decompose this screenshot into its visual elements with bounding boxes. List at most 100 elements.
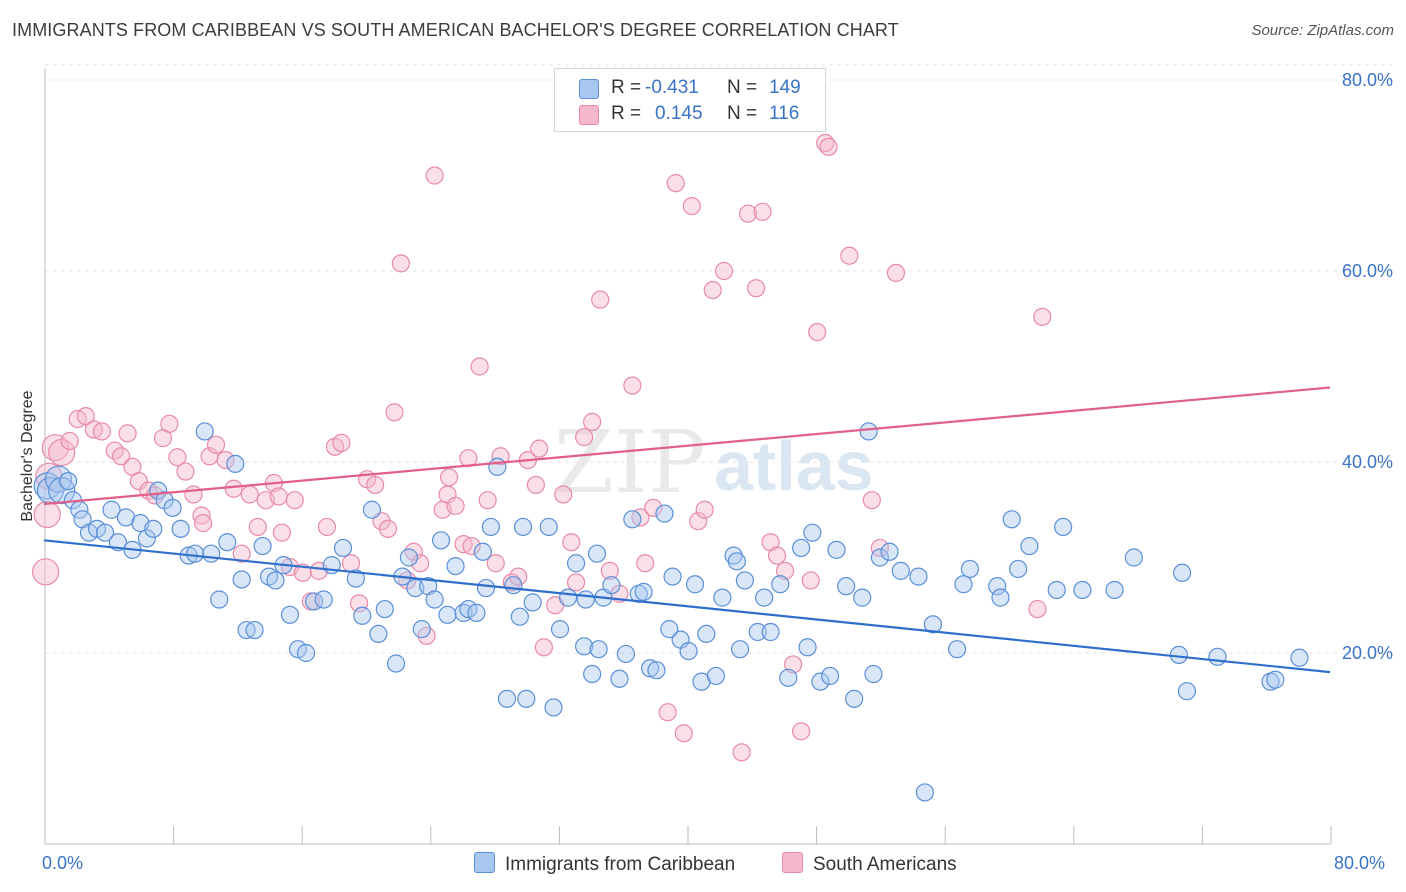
south-american-point: [216, 450, 235, 470]
south-american-point: [470, 357, 489, 376]
caribbean-point: [655, 504, 674, 523]
legend-swatch-pink: [579, 105, 599, 125]
south-american-point: [1028, 599, 1047, 619]
caribbean-point: [539, 517, 558, 537]
bottom-legend-south-american: South Americans: [782, 852, 957, 876]
caribbean-point: [837, 577, 856, 596]
caribbean-point: [488, 457, 507, 476]
caribbean-point: [616, 644, 636, 664]
caribbean-point: [909, 567, 928, 586]
south-american-point: [92, 422, 111, 441]
caribbean-point: [1266, 670, 1285, 689]
south-american-point: [623, 376, 642, 395]
south-american-point: [583, 412, 602, 431]
south-american-point: [682, 196, 701, 216]
caribbean-point: [735, 571, 754, 590]
south-american-point: [462, 536, 481, 556]
south-american-point: [636, 554, 655, 573]
caribbean-point: [48, 477, 76, 505]
caribbean-point: [558, 588, 578, 607]
south-american-point: [491, 447, 510, 466]
caribbean-point: [853, 588, 872, 607]
caribbean-point: [544, 698, 563, 717]
y-tick-label: 80.0%: [1342, 70, 1393, 90]
caribbean-point: [510, 607, 529, 626]
south-american-point: [459, 449, 478, 468]
south-american-point: [112, 447, 131, 466]
watermark: ZIP atlas: [554, 413, 874, 513]
caribbean-point: [266, 571, 285, 590]
chart-title: IMMIGRANTS FROM CARIBBEAN VS SOUTH AMERI…: [12, 20, 899, 40]
caribbean-point: [353, 606, 372, 625]
caribbean-point: [513, 517, 533, 537]
y-axis-label: Bachelor's Degree: [19, 390, 36, 522]
south-american-point: [703, 281, 722, 300]
south-american-point: [206, 435, 226, 454]
caribbean-point: [218, 533, 237, 552]
south-american-point: [870, 538, 890, 558]
south-american-point: [76, 407, 95, 426]
south-american-point: [767, 546, 787, 565]
caribbean-point: [102, 500, 121, 519]
points-layer: [32, 89, 1309, 802]
caribbean-point: [923, 615, 943, 634]
south-american-point: [886, 263, 906, 283]
caribbean-point: [623, 510, 642, 529]
caribbean-point: [438, 605, 457, 624]
caribbean-point: [346, 569, 365, 588]
caribbean-point: [386, 654, 406, 673]
caribbean-point: [253, 536, 272, 556]
bottom-legend-swatch-pink: [782, 852, 803, 873]
south-american-point: [808, 323, 827, 342]
caribbean-point: [891, 561, 910, 580]
caribbean-point: [779, 668, 798, 687]
south-american-point: [194, 514, 213, 533]
caribbean-point: [640, 659, 660, 678]
caribbean-point: [296, 643, 316, 663]
south-american-point: [425, 166, 444, 185]
south-american-point: [819, 137, 838, 156]
caribbean-point: [163, 498, 182, 517]
south-american-point: [674, 724, 693, 743]
caribbean-point: [399, 548, 419, 567]
south-american-point: [118, 424, 137, 443]
caribbean-point: [870, 548, 890, 567]
caribbean-point: [186, 544, 205, 563]
y-tick-label: 60.0%: [1342, 261, 1393, 281]
south-american-point: [840, 246, 859, 265]
south-american-point: [478, 491, 497, 510]
south-american-point: [695, 500, 714, 519]
south-american-point: [176, 462, 195, 481]
caribbean-point: [476, 578, 496, 598]
legend-r-label: R =: [611, 77, 642, 98]
caribbean-point: [481, 517, 500, 537]
watermark-atlas: atlas: [714, 427, 874, 505]
caribbean-point: [144, 519, 163, 538]
chart-source: Source: ZipAtlas.com: [1251, 22, 1394, 39]
south-american-point: [446, 496, 465, 516]
watermark-zip: ZIP: [554, 413, 706, 513]
caribbean-point: [915, 783, 935, 802]
south-american-point: [658, 703, 677, 722]
south-american-point: [168, 448, 187, 467]
bottom-legend-swatch-blue: [474, 852, 495, 873]
caribbean-point: [1173, 563, 1192, 582]
south-american-point: [317, 517, 337, 537]
caribbean-point: [473, 542, 492, 561]
caribbean-point: [647, 661, 666, 680]
caribbean-point: [232, 570, 251, 589]
caribbean-point: [446, 556, 465, 576]
south-american-point: [240, 485, 259, 504]
caribbean-point: [1020, 536, 1039, 556]
south-american-point: [862, 491, 881, 510]
caribbean-point: [59, 472, 78, 491]
trend-layer: [43, 386, 1331, 674]
south-american-point: [666, 174, 685, 193]
south-american-point: [775, 561, 795, 580]
south-american-point: [575, 428, 594, 447]
south-american-point: [1033, 307, 1052, 326]
caribbean-point: [523, 593, 542, 612]
bottom-legend-label-caribbean: Immigrants from Caribbean: [505, 854, 736, 875]
caribbean-point: [634, 582, 653, 601]
caribbean-point: [761, 622, 780, 642]
